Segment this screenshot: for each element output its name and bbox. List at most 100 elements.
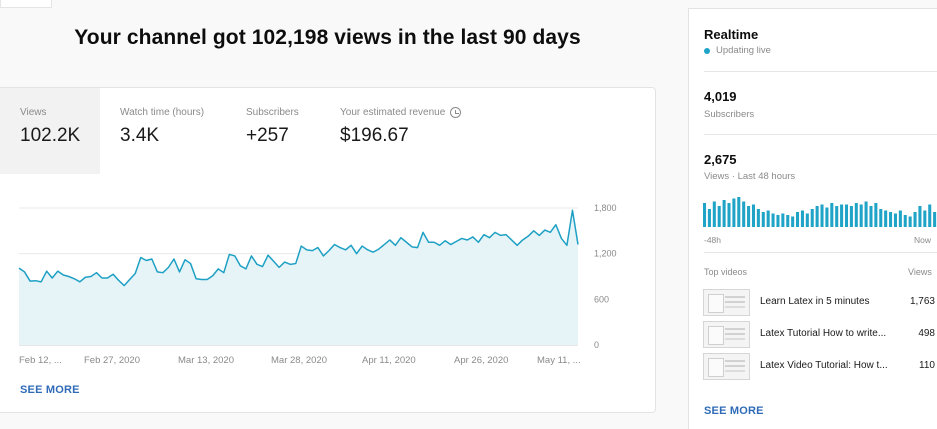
realtime-bar <box>830 203 834 227</box>
divider <box>704 252 937 253</box>
video-title: Learn Latex in 5 minutes <box>760 296 870 307</box>
realtime-status: Updating live <box>704 45 771 56</box>
realtime-bar <box>898 210 902 227</box>
realtime-bar <box>933 212 937 227</box>
realtime-bar <box>884 210 888 227</box>
metric-label: Subscribers <box>246 107 299 118</box>
divider <box>704 134 937 135</box>
realtime-bar <box>747 206 751 227</box>
metric-value: $196.67 <box>340 125 409 146</box>
views-count: 2,675 <box>704 152 737 167</box>
realtime-bar <box>717 206 721 227</box>
video-title: Latex Tutorial How to write... <box>760 328 887 339</box>
realtime-bar <box>918 206 922 227</box>
see-more-link[interactable]: SEE MORE <box>704 405 764 417</box>
views-chart: 1,800 1,200 600 0 Feb 12, ... Feb 27, 2020 Mar… <box>18 203 617 366</box>
video-views: 110 <box>919 360 935 371</box>
realtime-bar <box>742 201 746 227</box>
realtime-bar <box>835 206 839 227</box>
subscribers-count: 4,019 <box>704 89 737 104</box>
metric-tab-views[interactable]: Views 102.2K <box>0 88 100 174</box>
metric-tabs: Views 102.2K Watch time (hours) 3.4K Sub… <box>0 88 655 174</box>
video-thumbnail <box>703 353 750 380</box>
x-tick-label: Feb 27, 2020 <box>84 355 140 366</box>
realtime-bar <box>786 215 790 227</box>
realtime-bar <box>791 216 795 227</box>
realtime-bar <box>756 209 760 227</box>
x-tick-label: Mar 28, 2020 <box>271 355 327 366</box>
page-headline: Your channel got 102,198 views in the la… <box>74 26 581 49</box>
realtime-title: Realtime <box>704 27 759 42</box>
realtime-bar <box>820 204 824 227</box>
realtime-bar <box>751 204 755 227</box>
realtime-bar <box>923 210 927 227</box>
overview-card: Views 102.2K Watch time (hours) 3.4K Sub… <box>0 87 656 413</box>
top-video-row[interactable]: Latex Video Tutorial: How t... 110 <box>703 353 935 383</box>
video-title: Latex Video Tutorial: How t... <box>760 360 888 371</box>
x-tick-label: Feb 12, ... <box>19 355 62 366</box>
video-thumbnail <box>703 289 750 316</box>
metric-tab-watch-time[interactable]: Watch time (hours) 3.4K <box>120 88 240 174</box>
realtime-bar <box>893 213 897 227</box>
realtime-bar <box>844 204 849 227</box>
metric-label: Your estimated revenue <box>340 107 446 118</box>
realtime-bar <box>825 207 829 227</box>
y-tick-label: 1,800 <box>594 203 617 213</box>
see-more-link[interactable]: SEE MORE <box>20 384 80 396</box>
realtime-bar <box>771 213 775 227</box>
realtime-bar <box>879 209 883 227</box>
realtime-bar <box>869 206 873 227</box>
x-tick-label: May 11, ... <box>537 355 581 366</box>
realtime-bar <box>849 206 853 227</box>
bars-left-label: -48h <box>704 235 722 245</box>
metric-value: +257 <box>246 125 289 146</box>
realtime-bar <box>874 203 878 227</box>
clock-icon[interactable] <box>450 107 462 118</box>
realtime-bar <box>859 204 863 227</box>
tab-stub <box>0 0 52 8</box>
top-video-row[interactable]: Learn Latex in 5 minutes 1,763 <box>703 289 935 319</box>
realtime-bar <box>913 212 917 227</box>
realtime-bar <box>805 213 809 227</box>
realtime-bar <box>732 198 736 227</box>
views-series-line <box>18 209 579 287</box>
top-video-row[interactable]: Latex Tutorial How to write... 498 <box>703 321 935 351</box>
realtime-card: Realtime Updating live 4,019 Subscribers… <box>688 8 937 429</box>
realtime-bar <box>815 206 819 227</box>
realtime-bar <box>722 200 726 227</box>
metric-tab-revenue[interactable]: Your estimated revenue $196.67 <box>340 88 500 174</box>
views-column-heading: Views <box>908 267 932 277</box>
metric-value: 3.4K <box>120 125 160 146</box>
realtime-bar <box>840 204 844 227</box>
y-tick-label: 0 <box>594 340 599 350</box>
video-views: 1,763 <box>909 296 935 307</box>
views-area <box>19 210 578 345</box>
realtime-bar <box>800 210 804 227</box>
realtime-bar <box>864 201 868 227</box>
realtime-bar <box>908 216 912 227</box>
video-thumbnail <box>703 321 750 348</box>
divider <box>704 71 937 72</box>
metric-tab-subscribers[interactable]: Subscribers +257 <box>246 88 336 174</box>
y-tick-label: 600 <box>594 294 609 304</box>
realtime-bar-chart[interactable] <box>703 197 937 227</box>
realtime-bar <box>781 213 785 227</box>
views-label: Views · Last 48 hours <box>704 171 796 182</box>
metric-label: Watch time (hours) <box>120 107 205 118</box>
bars-right-label: Now <box>914 235 932 245</box>
metric-value: 102.2K <box>20 125 81 146</box>
realtime-bar <box>707 209 711 227</box>
x-tick-label: Apr 11, 2020 <box>362 355 416 366</box>
metric-label-row: Your estimated revenue <box>340 107 500 118</box>
realtime-bar <box>727 203 731 227</box>
metric-label: Views <box>20 107 47 118</box>
realtime-bar <box>766 210 770 227</box>
realtime-bar <box>761 212 765 227</box>
realtime-bar <box>712 201 716 227</box>
realtime-bar <box>889 212 893 227</box>
realtime-bar <box>854 203 858 227</box>
live-dot-icon <box>704 47 710 54</box>
realtime-bar <box>796 212 800 227</box>
top-videos-heading: Top videos <box>704 267 748 277</box>
